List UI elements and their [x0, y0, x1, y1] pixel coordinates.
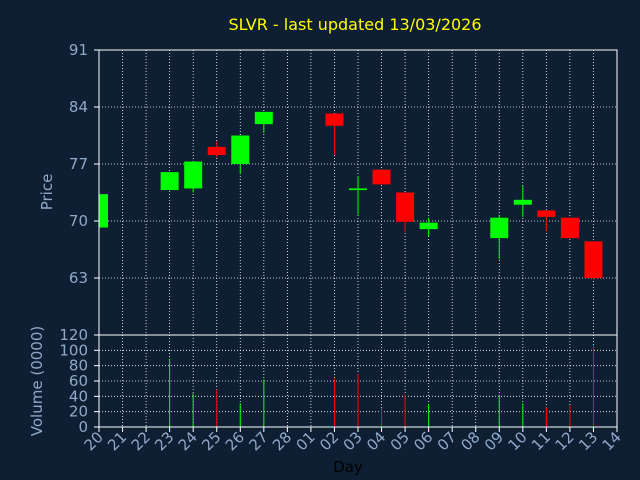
- volume-tick-label: 120: [59, 326, 88, 344]
- candle-body: [325, 113, 344, 126]
- volume-tick-label: 0: [78, 418, 88, 436]
- candle-24: [184, 161, 203, 193]
- x-tick-label: 23: [151, 428, 177, 454]
- x-tick-label: 26: [222, 428, 248, 454]
- x-tick-label: 12: [552, 428, 578, 454]
- price-panel: 63 70 77 84 91: [69, 41, 618, 336]
- x-tick-label: 22: [128, 428, 154, 454]
- volume-tick-label: 20: [69, 403, 88, 421]
- volume-tick-label: 80: [69, 357, 88, 375]
- candle-12: [560, 217, 579, 239]
- candle-13: [584, 241, 603, 280]
- candle-body: [490, 217, 509, 239]
- x-tick-label: 24: [175, 428, 201, 454]
- price-axis-label: Price: [38, 174, 56, 211]
- volume-tick-label: 40: [69, 387, 88, 405]
- x-tick-label: 07: [434, 428, 460, 454]
- price-tick-label: 63: [69, 269, 88, 287]
- x-tick-label: 08: [457, 428, 483, 454]
- x-tick-label: 25: [198, 428, 224, 454]
- x-tick-label: 27: [245, 428, 271, 454]
- candle-body: [396, 192, 415, 222]
- candles: [99, 111, 603, 280]
- candle-03: [349, 176, 367, 215]
- candle-05: [396, 192, 415, 232]
- x-axis: 2021222324252627280102030405060708091011…: [81, 427, 625, 454]
- candle-body: [560, 217, 579, 239]
- x-tick-label: 01: [293, 428, 319, 454]
- candle-body: [349, 188, 367, 191]
- candle-09: [490, 215, 509, 260]
- candle-26: [231, 135, 250, 174]
- candle-27: [254, 111, 273, 134]
- price-tick-label: 91: [69, 41, 88, 59]
- volume-axis-label: Volume (0000): [28, 326, 46, 436]
- x-axis-label: Day: [333, 458, 363, 476]
- price-tick-label: 77: [69, 155, 88, 173]
- candle-23: [160, 172, 179, 191]
- x-tick-label: 13: [575, 428, 601, 454]
- candle-body: [254, 111, 273, 125]
- candle-body: [537, 210, 556, 217]
- candle-25: [207, 141, 226, 158]
- candle-body: [419, 222, 438, 230]
- candle-body: [184, 161, 203, 189]
- candle-04: [372, 169, 391, 185]
- price-tick-label: 84: [69, 98, 88, 116]
- x-tick-label: 14: [599, 428, 625, 454]
- x-tick-label: 21: [104, 428, 130, 454]
- x-tick-label: 28: [269, 428, 295, 454]
- x-tick-label: 09: [481, 428, 507, 454]
- price-tick-label: 70: [69, 212, 88, 230]
- candle-body: [160, 172, 179, 191]
- chart-title: SLVR - last updated 13/03/2026: [228, 15, 481, 34]
- candle-body: [372, 169, 391, 185]
- candle-06: [419, 217, 438, 237]
- candle-body: [584, 241, 603, 278]
- x-tick-label: 03: [340, 428, 366, 454]
- candle-11: [537, 210, 556, 231]
- candle-body: [231, 135, 250, 164]
- volume-tick-label: 60: [69, 372, 88, 390]
- x-tick-label: 02: [316, 428, 342, 454]
- x-tick-label: 06: [410, 428, 436, 454]
- candle-body: [207, 146, 226, 156]
- x-tick-label: 04: [363, 428, 389, 454]
- candle-20: [99, 194, 108, 228]
- volume-tick-label: 100: [59, 341, 88, 359]
- candle-body: [99, 194, 108, 228]
- candle-02: [325, 113, 344, 155]
- x-tick-label: 05: [387, 428, 413, 454]
- candle-10: [513, 185, 532, 217]
- candle-body: [513, 199, 532, 205]
- x-tick-label: 10: [504, 428, 530, 454]
- x-tick-label: 11: [528, 428, 554, 454]
